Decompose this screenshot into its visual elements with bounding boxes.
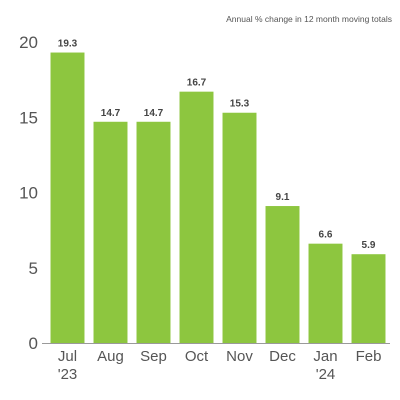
x-tick-label: Sep [140,348,167,365]
x-axis-labels: Jul '23 Aug Sep Oct Nov Dec Jan '24 Feb [58,348,382,383]
x-tick-label: Feb [356,348,382,365]
bar-value-label: 19.3 [58,39,78,50]
bar [222,112,257,343]
x-tick-label: Oct [185,348,209,365]
y-tick-label: 0 [29,334,38,353]
bar [265,206,300,343]
bar [308,243,343,343]
bar [351,254,386,343]
bar-value-label: 6.6 [319,230,333,241]
bars-group: 19.3 14.7 14.7 16.7 15.3 9.1 6.6 5.9 [50,39,386,343]
x-tick-label: Nov [226,348,253,365]
bar [93,121,128,343]
y-tick-label: 10 [19,184,38,203]
y-tick-label: 15 [19,108,38,127]
bar-value-label: 5.9 [362,240,376,251]
bar [179,91,214,343]
x-tick-label: Jan '24 [313,348,337,383]
y-tick-label: 5 [29,259,38,278]
bar-value-label: 16.7 [187,78,207,89]
bar-value-label: 15.3 [230,99,250,110]
chart-title: Annual % change in 12 month moving total… [226,14,392,24]
x-tick-label: Jul '23 [58,348,78,383]
bar-value-label: 9.1 [276,192,290,203]
bar [136,121,171,343]
x-tick-label: Aug [97,348,124,365]
bar [50,52,85,343]
bar-value-label: 14.7 [101,108,121,119]
bar-value-label: 14.7 [144,108,164,119]
x-tick-label: Dec [269,348,296,365]
y-tick-label: 20 [19,33,38,52]
y-axis-ticks: 0 5 10 15 20 [19,33,38,353]
